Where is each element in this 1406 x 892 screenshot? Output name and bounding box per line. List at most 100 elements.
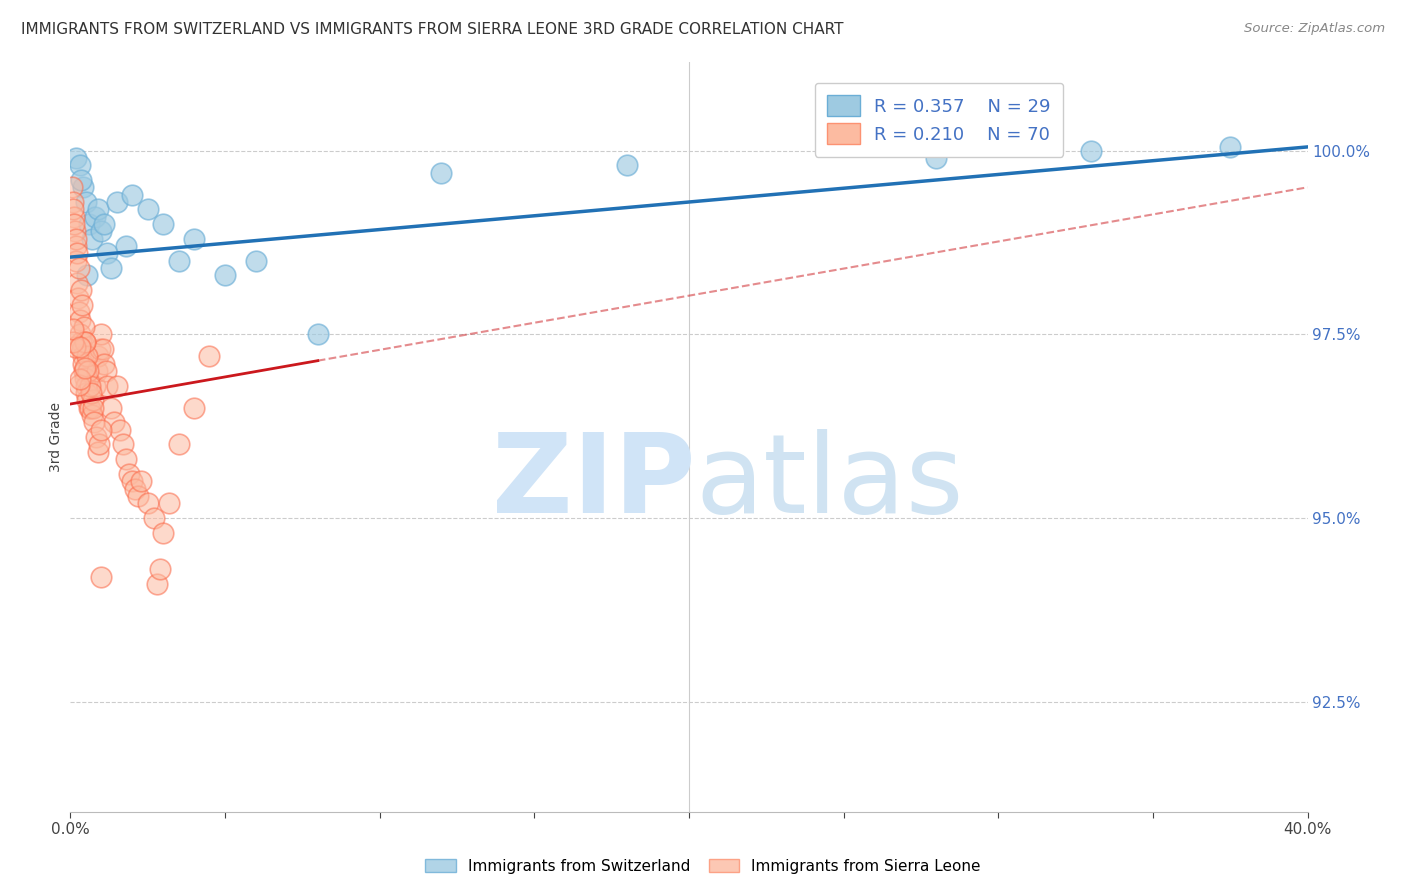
Point (90, 569, 112, 583)
Point (62, 194, 84, 209)
Point (142, 511, 165, 525)
Point (62, 322, 84, 336)
Point (72, 357, 94, 371)
Point (245, 253, 267, 268)
Point (87, 202, 110, 217)
Point (76, 393, 98, 408)
Point (82, 401, 104, 415)
Point (77, 401, 100, 415)
Point (70, 173, 93, 187)
Point (72, 349, 94, 363)
Point (83, 416, 105, 430)
Point (65, 239, 87, 253)
Legend: Immigrants from Switzerland, Immigrants from Sierra Leone: Immigrants from Switzerland, Immigrants … (419, 853, 987, 880)
Point (1219, 140, 1241, 154)
Point (84, 430, 107, 444)
Point (93, 357, 115, 371)
Point (136, 496, 159, 510)
Point (90, 224, 112, 238)
Point (75, 371, 97, 385)
Point (76, 268, 98, 283)
Point (80, 232, 103, 246)
Point (146, 577, 169, 591)
Point (73, 334, 96, 349)
Point (75, 378, 97, 392)
Point (86, 444, 108, 458)
Point (108, 423, 131, 437)
Point (65, 151, 87, 165)
Point (105, 194, 128, 209)
Point (90, 423, 112, 437)
Point (77, 364, 100, 378)
Point (121, 187, 143, 202)
Point (79, 401, 101, 415)
Point (63, 217, 86, 231)
Point (63, 224, 86, 238)
Point (63, 340, 86, 354)
Point (66, 246, 89, 260)
Point (86, 364, 108, 378)
Point (1080, 144, 1102, 158)
Point (93, 217, 115, 231)
Point (89, 342, 111, 356)
Point (70, 342, 93, 356)
Legend: R = 0.357    N = 29, R = 0.210    N = 70: R = 0.357 N = 29, R = 0.210 N = 70 (814, 83, 1063, 157)
Point (149, 562, 172, 576)
Point (65, 232, 87, 246)
Point (67, 261, 90, 276)
Point (62, 202, 84, 217)
Point (70, 334, 93, 349)
Point (925, 151, 948, 165)
Point (115, 239, 138, 253)
Point (67, 291, 90, 305)
Point (103, 416, 125, 430)
Point (105, 378, 128, 392)
Point (84, 210, 107, 224)
Point (73, 364, 96, 378)
Text: ZIP: ZIP (492, 428, 695, 535)
Point (69, 340, 91, 354)
Point (76, 349, 98, 363)
Point (80, 386, 103, 401)
Point (72, 180, 94, 194)
Point (66, 276, 89, 290)
Point (136, 202, 159, 217)
Point (65, 253, 87, 268)
Point (69, 283, 91, 297)
Point (75, 194, 97, 209)
Point (127, 489, 149, 503)
Point (152, 217, 174, 231)
Point (214, 268, 236, 283)
Point (167, 253, 190, 268)
Point (73, 334, 96, 349)
Point (63, 210, 86, 224)
Point (96, 246, 118, 260)
Point (100, 261, 122, 276)
Point (62, 334, 84, 349)
Point (121, 474, 143, 488)
Point (430, 166, 453, 180)
Point (90, 327, 112, 342)
Y-axis label: 3rd Grade: 3rd Grade (49, 402, 63, 472)
Text: IMMIGRANTS FROM SWITZERLAND VS IMMIGRANTS FROM SIERRA LEONE 3RD GRADE CORRELATIO: IMMIGRANTS FROM SWITZERLAND VS IMMIGRANT… (21, 22, 844, 37)
Point (131, 474, 153, 488)
Point (118, 467, 141, 481)
Point (307, 327, 329, 342)
Point (79, 378, 101, 392)
Point (84, 378, 107, 392)
Point (91, 342, 114, 356)
Point (87, 349, 110, 363)
Point (96, 378, 118, 392)
Point (75, 386, 97, 401)
Point (87, 437, 110, 451)
Point (198, 349, 221, 363)
Text: atlas: atlas (695, 428, 963, 535)
Point (183, 232, 205, 246)
Point (69, 158, 91, 172)
Point (69, 372, 91, 386)
Text: Source: ZipAtlas.com: Source: ZipAtlas.com (1244, 22, 1385, 36)
Point (94, 364, 117, 378)
Point (100, 401, 122, 415)
Point (82, 393, 105, 408)
Point (183, 401, 205, 415)
